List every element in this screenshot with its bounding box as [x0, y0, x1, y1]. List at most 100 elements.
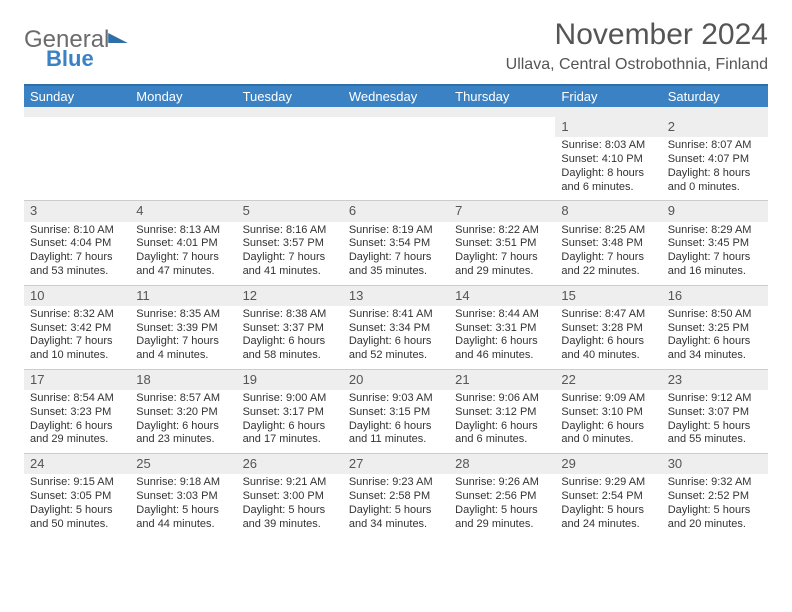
- sunset-text: Sunset: 3:03 PM: [136, 490, 230, 504]
- day-number: 29: [555, 453, 661, 474]
- daylight-text: Daylight: 7 hours and 29 minutes.: [455, 251, 549, 279]
- sunset-text: Sunset: 3:45 PM: [668, 237, 762, 251]
- sunrise-text: Sunrise: 8:19 AM: [349, 224, 443, 238]
- day-cell: [343, 117, 449, 200]
- daylight-text: Daylight: 8 hours and 6 minutes.: [561, 167, 655, 195]
- day-cell: 30Sunrise: 9:32 AMSunset: 2:52 PMDayligh…: [662, 453, 768, 537]
- sunset-text: Sunset: 2:56 PM: [455, 490, 549, 504]
- day-number: 4: [130, 200, 236, 221]
- daylight-text: Daylight: 5 hours and 20 minutes.: [668, 504, 762, 532]
- day-cell: 9 Sunrise: 8:29 AMSunset: 3:45 PMDaylight…: [662, 200, 768, 284]
- day-number: 20: [343, 369, 449, 390]
- sunset-text: Sunset: 3:20 PM: [136, 406, 230, 420]
- day-body: Sunrise: 8:13 AMSunset: 4:01 PMDaylight:…: [130, 222, 236, 285]
- day-body: Sunrise: 9:29 AMSunset: 2:54 PMDaylight:…: [555, 474, 661, 537]
- dow-sunday: Sunday: [24, 86, 130, 107]
- calendar: Sunday Monday Tuesday Wednesday Thursday…: [24, 84, 768, 537]
- sunset-text: Sunset: 3:48 PM: [561, 237, 655, 251]
- daylight-text: Daylight: 7 hours and 53 minutes.: [30, 251, 124, 279]
- daylight-text: Daylight: 6 hours and 11 minutes.: [349, 420, 443, 448]
- day-cell: 26Sunrise: 9:21 AMSunset: 3:00 PMDayligh…: [237, 453, 343, 537]
- day-body: Sunrise: 9:00 AMSunset: 3:17 PMDaylight:…: [237, 390, 343, 453]
- day-cell: 17Sunrise: 8:54 AMSunset: 3:23 PMDayligh…: [24, 369, 130, 453]
- sunset-text: Sunset: 2:52 PM: [668, 490, 762, 504]
- sunset-text: Sunset: 4:01 PM: [136, 237, 230, 251]
- day-body: Sunrise: 9:32 AMSunset: 2:52 PMDaylight:…: [662, 474, 768, 537]
- sunrise-text: Sunrise: 8:16 AM: [243, 224, 337, 238]
- sunrise-text: Sunrise: 9:06 AM: [455, 392, 549, 406]
- dow-tuesday: Tuesday: [237, 86, 343, 107]
- day-cell: [237, 117, 343, 200]
- sunset-text: Sunset: 2:54 PM: [561, 490, 655, 504]
- sunset-text: Sunset: 3:54 PM: [349, 237, 443, 251]
- sunset-text: Sunset: 3:42 PM: [30, 322, 124, 336]
- day-cell: 20Sunrise: 9:03 AMSunset: 3:15 PMDayligh…: [343, 369, 449, 453]
- daylight-text: Daylight: 6 hours and 17 minutes.: [243, 420, 337, 448]
- sunrise-text: Sunrise: 8:07 AM: [668, 139, 762, 153]
- day-number: 27: [343, 453, 449, 474]
- day-cell: 29Sunrise: 9:29 AMSunset: 2:54 PMDayligh…: [555, 453, 661, 537]
- daylight-text: Daylight: 5 hours and 24 minutes.: [561, 504, 655, 532]
- day-cell: 28Sunrise: 9:26 AMSunset: 2:56 PMDayligh…: [449, 453, 555, 537]
- day-cell: 5Sunrise: 8:16 AMSunset: 3:57 PMDaylight…: [237, 200, 343, 284]
- day-number: 7: [449, 200, 555, 221]
- sunrise-text: Sunrise: 9:26 AM: [455, 476, 549, 490]
- day-cell: 7Sunrise: 8:22 AMSunset: 3:51 PMDaylight…: [449, 200, 555, 284]
- day-cell: 15Sunrise: 8:47 AMSunset: 3:28 PMDayligh…: [555, 285, 661, 369]
- brand-blue: Blue: [24, 48, 125, 70]
- sunrise-text: Sunrise: 9:00 AM: [243, 392, 337, 406]
- day-body: Sunrise: 8:25 AMSunset: 3:48 PMDaylight:…: [555, 222, 661, 285]
- day-number: 6: [343, 200, 449, 221]
- day-cell: [449, 117, 555, 200]
- day-cell: 25Sunrise: 9:18 AMSunset: 3:03 PMDayligh…: [130, 453, 236, 537]
- sunrise-text: Sunrise: 8:50 AM: [668, 308, 762, 322]
- sunset-text: Sunset: 3:15 PM: [349, 406, 443, 420]
- daylight-text: Daylight: 5 hours and 55 minutes.: [668, 420, 762, 448]
- sunrise-text: Sunrise: 8:57 AM: [136, 392, 230, 406]
- day-cell: 23Sunrise: 9:12 AMSunset: 3:07 PMDayligh…: [662, 369, 768, 453]
- daylight-text: Daylight: 7 hours and 41 minutes.: [243, 251, 337, 279]
- day-body: Sunrise: 8:19 AMSunset: 3:54 PMDaylight:…: [343, 222, 449, 285]
- sunrise-text: Sunrise: 9:21 AM: [243, 476, 337, 490]
- daylight-text: Daylight: 7 hours and 16 minutes.: [668, 251, 762, 279]
- sunset-text: Sunset: 3:51 PM: [455, 237, 549, 251]
- week-row: 24Sunrise: 9:15 AMSunset: 3:05 PMDayligh…: [24, 453, 768, 537]
- day-cell: 24Sunrise: 9:15 AMSunset: 3:05 PMDayligh…: [24, 453, 130, 537]
- dow-thursday: Thursday: [449, 86, 555, 107]
- sunrise-text: Sunrise: 8:25 AM: [561, 224, 655, 238]
- daylight-text: Daylight: 7 hours and 4 minutes.: [136, 335, 230, 363]
- sunset-text: Sunset: 3:00 PM: [243, 490, 337, 504]
- day-number: 5: [237, 200, 343, 221]
- day-body: Sunrise: 8:07 AMSunset: 4:07 PMDaylight:…: [662, 137, 768, 200]
- dow-wednesday: Wednesday: [343, 86, 449, 107]
- day-cell: 13Sunrise: 8:41 AMSunset: 3:34 PMDayligh…: [343, 285, 449, 369]
- day-number: 17: [24, 369, 130, 390]
- daylight-text: Daylight: 6 hours and 23 minutes.: [136, 420, 230, 448]
- month-title: November 2024: [506, 18, 768, 52]
- sunrise-text: Sunrise: 8:29 AM: [668, 224, 762, 238]
- day-number: 14: [449, 285, 555, 306]
- day-cell: 27Sunrise: 9:23 AMSunset: 2:58 PMDayligh…: [343, 453, 449, 537]
- daylight-text: Daylight: 6 hours and 52 minutes.: [349, 335, 443, 363]
- daylight-text: Daylight: 6 hours and 0 minutes.: [561, 420, 655, 448]
- dow-friday: Friday: [555, 86, 661, 107]
- day-cell: 10Sunrise: 8:32 AMSunset: 3:42 PMDayligh…: [24, 285, 130, 369]
- day-cell: 22Sunrise: 9:09 AMSunset: 3:10 PMDayligh…: [555, 369, 661, 453]
- day-body: Sunrise: 8:22 AMSunset: 3:51 PMDaylight:…: [449, 222, 555, 285]
- day-cell: 16Sunrise: 8:50 AMSunset: 3:25 PMDayligh…: [662, 285, 768, 369]
- sunset-text: Sunset: 2:58 PM: [349, 490, 443, 504]
- daylight-text: Daylight: 5 hours and 50 minutes.: [30, 504, 124, 532]
- day-number: 2: [662, 117, 768, 137]
- day-number: 15: [555, 285, 661, 306]
- sunrise-text: Sunrise: 8:13 AM: [136, 224, 230, 238]
- weeks-container: 1Sunrise: 8:03 AMSunset: 4:10 PMDaylight…: [24, 117, 768, 537]
- day-number: 11: [130, 285, 236, 306]
- sunrise-text: Sunrise: 9:32 AM: [668, 476, 762, 490]
- day-number: 1: [555, 117, 661, 137]
- day-cell: 12Sunrise: 8:38 AMSunset: 3:37 PMDayligh…: [237, 285, 343, 369]
- daylight-text: Daylight: 7 hours and 35 minutes.: [349, 251, 443, 279]
- logo-triangle-icon: [109, 33, 129, 43]
- sunrise-text: Sunrise: 8:10 AM: [30, 224, 124, 238]
- week-row: 17Sunrise: 8:54 AMSunset: 3:23 PMDayligh…: [24, 369, 768, 453]
- day-number: 9: [662, 200, 768, 221]
